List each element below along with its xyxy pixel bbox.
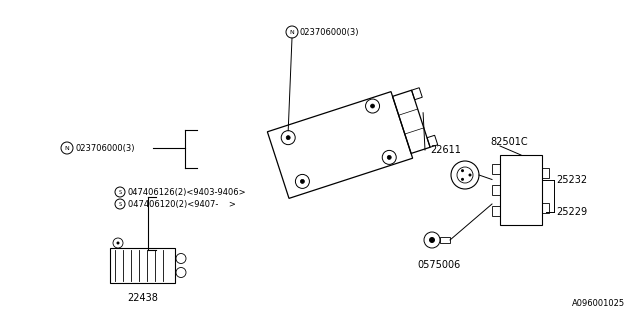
Circle shape <box>461 178 464 181</box>
Text: 82501C: 82501C <box>490 137 527 147</box>
Circle shape <box>429 237 435 243</box>
Circle shape <box>387 156 391 159</box>
Text: S: S <box>118 202 122 206</box>
Text: S: S <box>118 189 122 195</box>
Text: N: N <box>65 146 69 150</box>
Text: 047406126(2)<9403-9406>: 047406126(2)<9403-9406> <box>128 188 246 196</box>
Bar <box>500 155 542 225</box>
Text: 0575006: 0575006 <box>417 260 460 270</box>
Text: 023706000(3): 023706000(3) <box>300 28 360 36</box>
Text: A096001025: A096001025 <box>572 299 625 308</box>
Bar <box>542 203 549 212</box>
Bar <box>440 237 450 243</box>
Bar <box>492 164 500 174</box>
Circle shape <box>468 173 472 177</box>
Text: 25229: 25229 <box>556 207 587 217</box>
Circle shape <box>116 242 120 244</box>
Bar <box>542 167 549 178</box>
Bar <box>110 248 175 283</box>
Bar <box>492 185 500 195</box>
Circle shape <box>300 180 305 183</box>
Circle shape <box>461 169 464 172</box>
Bar <box>492 206 500 216</box>
Text: 22611: 22611 <box>430 145 461 155</box>
Text: N: N <box>290 29 294 35</box>
Text: 25232: 25232 <box>556 174 587 185</box>
Text: 047406120(2)<9407-    >: 047406120(2)<9407- > <box>128 199 236 209</box>
Text: 22438: 22438 <box>127 293 158 303</box>
Text: 023706000(3): 023706000(3) <box>75 143 134 153</box>
Circle shape <box>371 104 374 108</box>
Circle shape <box>286 136 290 140</box>
